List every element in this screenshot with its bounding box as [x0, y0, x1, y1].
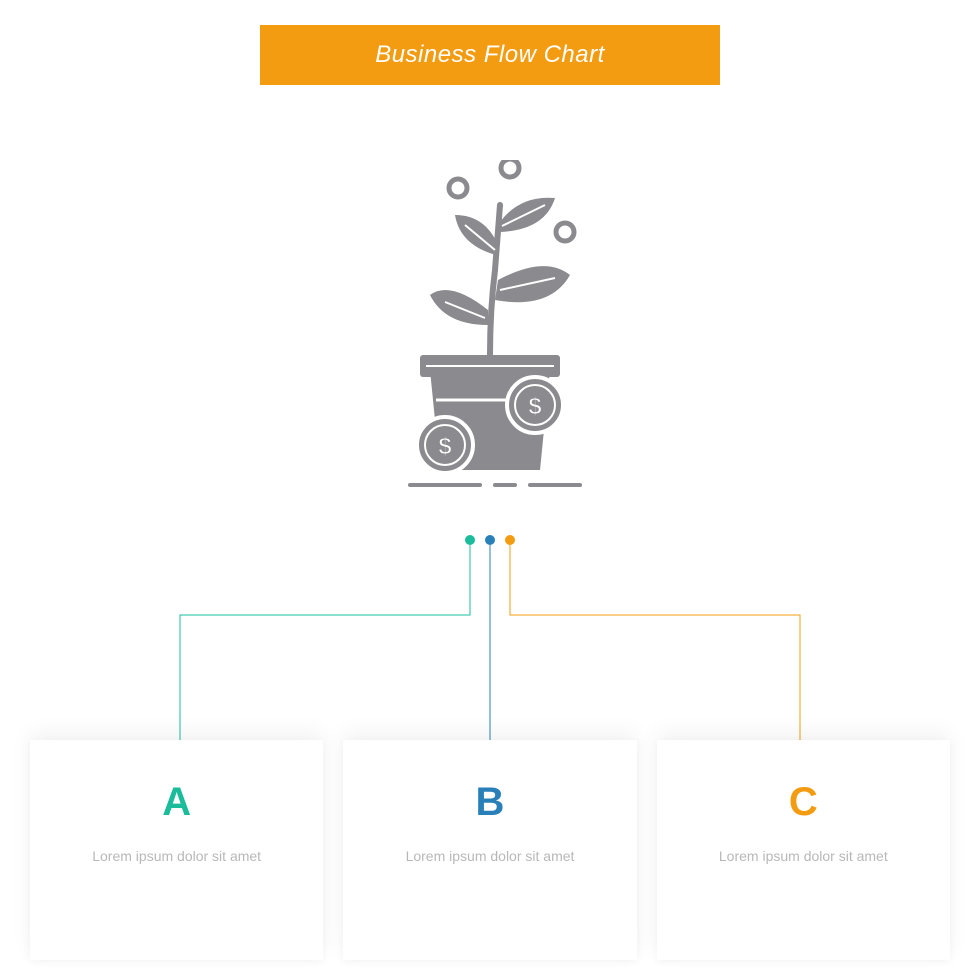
- header-banner: Business Flow Chart: [260, 25, 720, 85]
- connector-dot-b: [485, 535, 495, 545]
- card-a-letter: A: [60, 780, 293, 825]
- card-c-text: Lorem ipsum dolor sit amet: [687, 845, 920, 867]
- header-title: Business Flow Chart: [375, 41, 605, 69]
- connector-dot-c: [505, 535, 515, 545]
- card-a: A Lorem ipsum dolor sit amet: [30, 740, 323, 960]
- card-b: B Lorem ipsum dolor sit amet: [343, 740, 636, 960]
- card-c-letter: C: [687, 780, 920, 825]
- connector-dot-a: [465, 535, 475, 545]
- card-b-letter: B: [373, 780, 606, 825]
- money-plant-icon: $ $: [350, 160, 630, 500]
- card-b-text: Lorem ipsum dolor sit amet: [373, 845, 606, 867]
- svg-text:$: $: [438, 433, 452, 460]
- svg-text:$: $: [528, 393, 542, 420]
- cards-row: A Lorem ipsum dolor sit amet B Lorem ips…: [30, 740, 950, 960]
- card-a-text: Lorem ipsum dolor sit amet: [60, 845, 293, 867]
- card-c: C Lorem ipsum dolor sit amet: [657, 740, 950, 960]
